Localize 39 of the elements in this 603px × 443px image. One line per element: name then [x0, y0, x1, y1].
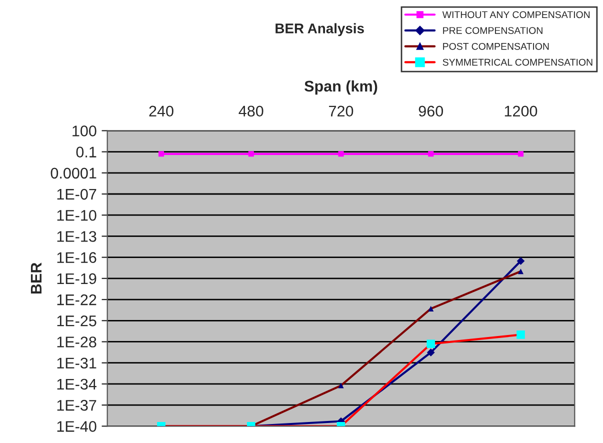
- y-tick-label: 1E-25: [57, 316, 96, 326]
- legend-label: POST COMPENSATION: [443, 42, 549, 50]
- chart-title: BER Analysis: [276, 23, 364, 36]
- point: [518, 151, 524, 157]
- point: [426, 340, 436, 348]
- x-tick-label: 480: [238, 106, 264, 117]
- point: [338, 151, 344, 157]
- y-axis-title: BER: [30, 262, 42, 294]
- point: [426, 348, 435, 356]
- y-tick-label: 0.1: [76, 146, 96, 158]
- y-tick-label: 1E-37: [57, 400, 96, 411]
- y-tick-label: 1E-34: [57, 378, 96, 390]
- x-tick-label: 240: [149, 106, 174, 117]
- y-tick-label: 1E-40: [57, 421, 96, 432]
- x-tick-label: 1200: [504, 106, 538, 117]
- y-tick-label: 1E-22: [57, 294, 96, 306]
- point: [516, 330, 525, 339]
- x-axis-title: Span (km): [304, 80, 378, 95]
- legend-label: WITHOUT ANY COMPENSATION: [442, 11, 590, 18]
- point: [158, 151, 164, 157]
- point: [516, 257, 525, 265]
- point: [428, 306, 434, 312]
- x-tick-label: 960: [418, 106, 444, 117]
- y-tick-label: 1E-13: [57, 231, 96, 242]
- y-tick-label: 100: [72, 126, 96, 136]
- point: [248, 151, 254, 157]
- x-tick-label: 720: [329, 106, 354, 117]
- y-tick-label: 0.0001: [50, 168, 96, 179]
- y-tick-label: 1E-16: [57, 252, 96, 264]
- y-tick-label: 1E-10: [57, 210, 96, 221]
- point: [428, 151, 434, 157]
- y-tick-label: 1E-31: [57, 358, 96, 369]
- legend-label: SYMMETRICAL COMPENSATION: [442, 58, 592, 66]
- point: [338, 382, 344, 388]
- point: [518, 268, 524, 274]
- y-tick-label: 1E-07: [57, 188, 96, 200]
- y-tick-label: 1E-19: [57, 273, 96, 284]
- y-tick-label: 1E-28: [57, 336, 96, 348]
- legend-label: PRE COMPENSATION: [443, 27, 542, 34]
